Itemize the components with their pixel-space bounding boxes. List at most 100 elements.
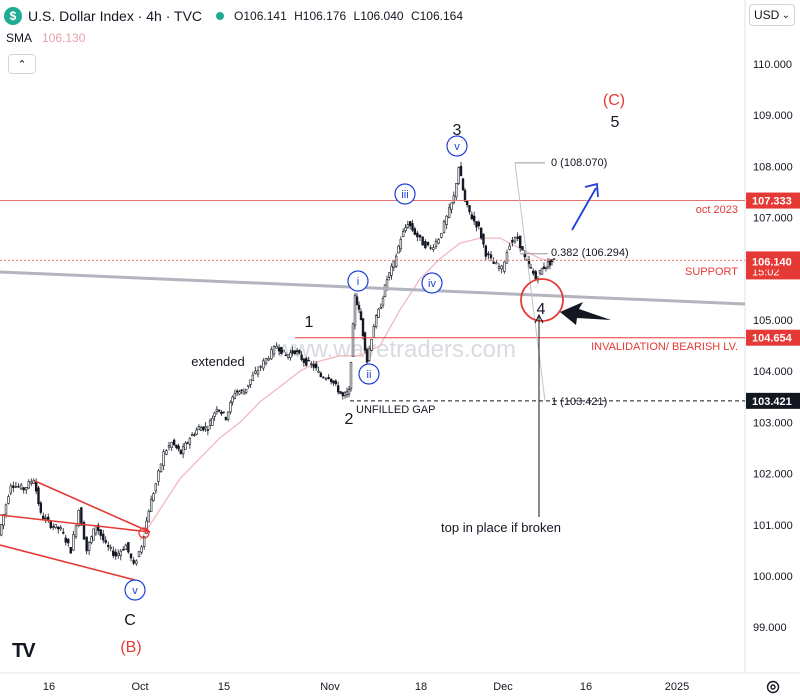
candle-body xyxy=(129,553,133,559)
candle-body xyxy=(37,487,40,504)
price-tick-label: 103.000 xyxy=(753,417,793,429)
fib-382-label: 0.382 (106.294) xyxy=(551,247,629,259)
candle-body xyxy=(434,240,438,247)
candle-body xyxy=(142,535,146,547)
candle-body xyxy=(317,370,320,373)
candle-body xyxy=(440,233,443,238)
tradingview-logo-icon[interactable]: TV xyxy=(12,640,36,662)
price-tick-label: 101.000 xyxy=(753,520,793,532)
symbol-title[interactable]: U.S. Dollar Index · 4h · TVC xyxy=(28,8,203,24)
sma-legend[interactable]: SMA 106.130 xyxy=(6,31,85,45)
candle-body xyxy=(117,553,120,556)
candle-body xyxy=(312,364,315,368)
time-axis[interactable]: 16 Oct 15 Nov 18 Dec 16 2025 xyxy=(43,681,689,693)
time-tick-label: 16 xyxy=(580,681,592,693)
candle-body xyxy=(489,254,493,259)
candle-body xyxy=(181,446,185,455)
candle-body xyxy=(107,544,110,547)
candle-body xyxy=(162,451,165,466)
candle-body xyxy=(62,531,65,534)
candle-body xyxy=(217,409,221,412)
candle-body xyxy=(184,442,187,450)
wedge-top-line xyxy=(34,480,151,533)
candle-body xyxy=(452,195,456,204)
candle-body xyxy=(432,247,435,250)
candle-body xyxy=(291,350,294,354)
candle-body xyxy=(339,391,342,394)
candle-body xyxy=(170,442,173,448)
time-tick-label: Dec xyxy=(493,681,513,693)
candle-body xyxy=(233,392,237,399)
candle-body xyxy=(511,239,514,243)
candle-body xyxy=(302,358,306,363)
currency-label: USD xyxy=(754,8,780,22)
oct-2023-label: oct 2023 xyxy=(696,204,738,216)
candle-body xyxy=(229,402,232,413)
candle-body xyxy=(416,232,419,238)
currency-button[interactable]: USD ⌄ xyxy=(749,4,795,26)
analysis-drawings xyxy=(0,162,746,581)
candle-body xyxy=(521,246,524,251)
collapse-legend-button[interactable]: ⌃ xyxy=(8,54,36,74)
wedge-upper-line xyxy=(0,514,151,533)
candle-body xyxy=(300,354,303,360)
price-axis[interactable]: 110.000109.000108.000107.000106.000105.0… xyxy=(753,59,793,634)
candle-body xyxy=(282,349,285,353)
candle-body xyxy=(222,411,225,414)
candle-body xyxy=(477,221,481,227)
extended-label: extended xyxy=(191,354,245,369)
time-tick-label: 18 xyxy=(415,681,427,693)
wave-i-circle xyxy=(347,270,369,292)
candle-body xyxy=(262,360,265,369)
wave-3-label: 3 xyxy=(453,122,462,139)
candle-body xyxy=(114,551,117,557)
candle-body xyxy=(298,350,301,354)
candle-body xyxy=(27,481,30,489)
candle-body xyxy=(336,385,340,393)
candle-body xyxy=(256,369,260,375)
candle-body xyxy=(32,480,35,484)
candle-body xyxy=(546,261,550,268)
candle-body xyxy=(213,412,216,417)
candle-body xyxy=(44,517,47,520)
candle-body xyxy=(495,262,498,265)
chevron-down-icon: ⌄ xyxy=(781,9,790,21)
price-tag-label: 107.333 xyxy=(752,196,792,208)
candle-body xyxy=(508,245,511,250)
candle-body xyxy=(247,384,250,387)
candle-body xyxy=(175,444,178,448)
sma-line xyxy=(139,237,556,541)
candle-body xyxy=(457,167,460,184)
price-tag-box xyxy=(746,329,800,346)
candle-body xyxy=(503,261,506,272)
candle-body xyxy=(379,306,383,309)
candle-body xyxy=(127,542,130,553)
open-label: O xyxy=(234,9,244,23)
candle-body xyxy=(87,542,91,551)
candle-body xyxy=(332,380,335,384)
candle-body xyxy=(497,266,501,269)
candle-body xyxy=(202,426,205,431)
candle-body xyxy=(112,550,115,556)
candle-body xyxy=(475,221,478,228)
candle-body xyxy=(85,536,88,552)
sma-series-line xyxy=(139,237,556,541)
candle-body xyxy=(0,524,3,536)
candle-body xyxy=(99,529,102,536)
watermark-group: www.wavetraders.com xyxy=(275,336,516,363)
annotation-arrow-head xyxy=(534,313,544,324)
candle-body xyxy=(529,267,533,269)
candle-body xyxy=(188,438,192,445)
candle-body xyxy=(49,521,52,529)
close-value: 106.164 xyxy=(419,9,463,23)
bullish-arrow-line xyxy=(571,187,597,231)
candle-body xyxy=(204,426,207,429)
candle-body xyxy=(135,560,138,565)
gear-icon[interactable] xyxy=(765,679,781,695)
candle-body xyxy=(206,429,210,431)
candle-body xyxy=(397,245,400,254)
candle-body xyxy=(193,434,196,436)
candle-body xyxy=(157,470,160,482)
candle-body xyxy=(57,526,60,530)
